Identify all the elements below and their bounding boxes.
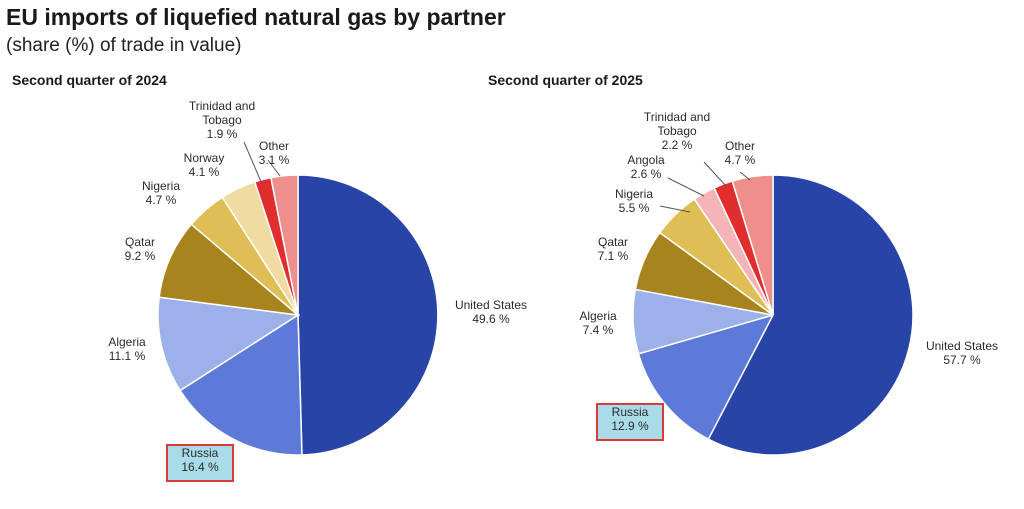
pie-slice-algeria [157, 296, 301, 392]
highlight-box [166, 444, 234, 482]
pie-2025: United States 57.7 % Russia 12.9 % Algeria 7.… [579, 110, 998, 456]
pie-2024: United States 49.6 % Russia 16.4 % Algeria 11… [108, 99, 527, 482]
pie-slice-qatar [158, 223, 301, 317]
slice-label: Algeria 11.1 % [108, 335, 146, 363]
pie-slice-united-states [707, 174, 914, 456]
pie-slice-other [731, 174, 774, 316]
slice-label: United States 57.7 % [926, 339, 998, 367]
leader-line [703, 161, 727, 187]
slice-label: Algeria 7.4 % [579, 309, 617, 337]
pie-slice-russia [179, 313, 303, 456]
slice-label: Nigeria 5.5 % [615, 187, 653, 215]
leader-line [739, 171, 751, 181]
slice-label: Qatar 9.2 % [125, 235, 156, 263]
slice-label: Other 4.7 % [725, 139, 756, 167]
pie-slice-united-states [297, 174, 439, 456]
leader-line [267, 159, 281, 177]
panel-title-2025: Second quarter of 2025 [488, 72, 643, 88]
slice-label: Russia 12.9 % [611, 405, 649, 433]
slice-label: Trinidad and Tobago 1.9 % [189, 99, 255, 141]
slice-label: Trinidad and Tobago 2.2 % [644, 110, 710, 152]
pie-slice-other [270, 174, 299, 316]
slice-label: Other 3.1 % [259, 139, 290, 167]
slice-label: United States 49.6 % [455, 298, 527, 326]
slice-label: Angola 2.6 % [627, 153, 665, 181]
slice-label: Norway 4.1 % [184, 151, 225, 179]
leader-line [243, 141, 263, 185]
slice-label: Russia 16.4 % [181, 446, 219, 474]
panel-title-2024: Second quarter of 2024 [12, 72, 167, 88]
pie-slice-russia [637, 313, 775, 441]
leader-line [659, 205, 691, 213]
slice-label: Nigeria 4.7 % [142, 179, 180, 207]
chart-subtitle: (share (%) of trade in value) [6, 35, 242, 56]
chart-title: EU imports of liquefied natural gas by p… [6, 4, 506, 30]
leader-line [667, 177, 705, 197]
slice-label: Qatar 7.1 % [598, 235, 629, 263]
highlight-box [596, 403, 664, 441]
